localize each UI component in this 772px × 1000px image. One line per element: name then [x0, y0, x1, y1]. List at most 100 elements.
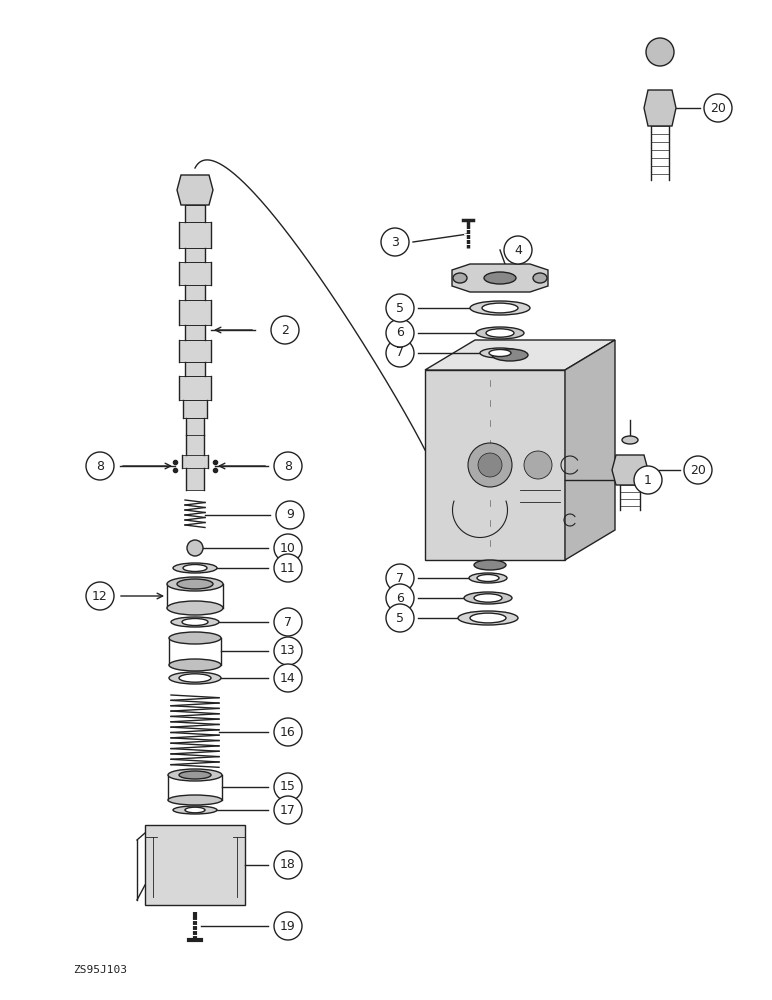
Text: 15: 15 [280, 780, 296, 794]
Ellipse shape [458, 611, 518, 625]
Text: 9: 9 [286, 508, 294, 522]
Text: 12: 12 [92, 589, 108, 602]
Ellipse shape [469, 573, 507, 583]
Text: 3: 3 [391, 235, 399, 248]
Circle shape [504, 236, 532, 264]
Ellipse shape [167, 577, 223, 591]
Text: 4: 4 [514, 243, 522, 256]
Ellipse shape [169, 659, 221, 671]
Circle shape [86, 582, 114, 610]
Text: 1: 1 [644, 474, 652, 487]
Ellipse shape [177, 579, 213, 589]
Text: 8: 8 [96, 460, 104, 473]
Circle shape [274, 796, 302, 824]
Text: 14: 14 [280, 672, 296, 684]
Circle shape [271, 316, 299, 344]
Text: 17: 17 [280, 804, 296, 816]
Ellipse shape [179, 771, 211, 779]
Ellipse shape [470, 301, 530, 315]
Text: 19: 19 [280, 920, 296, 932]
Bar [145, 825, 245, 905]
Bar [179, 340, 211, 362]
Circle shape [704, 94, 732, 122]
Circle shape [381, 228, 409, 256]
Circle shape [478, 453, 502, 477]
Circle shape [274, 534, 302, 562]
Polygon shape [565, 340, 615, 560]
Text: 13: 13 [280, 645, 296, 658]
Bar [185, 285, 205, 300]
Polygon shape [452, 264, 548, 292]
Circle shape [86, 452, 114, 480]
Ellipse shape [480, 348, 520, 358]
Text: 16: 16 [280, 726, 296, 738]
Ellipse shape [492, 349, 528, 361]
Circle shape [274, 554, 302, 582]
Text: 20: 20 [710, 102, 726, 114]
Bar [182, 455, 208, 468]
Bar [185, 362, 205, 376]
Text: 8: 8 [284, 460, 292, 473]
Circle shape [634, 466, 662, 494]
Text: 10: 10 [280, 542, 296, 554]
Ellipse shape [167, 601, 223, 615]
Circle shape [274, 452, 302, 480]
Text: 7: 7 [284, 615, 292, 629]
Circle shape [386, 339, 414, 367]
Circle shape [274, 912, 302, 940]
Polygon shape [177, 175, 213, 205]
Bar [179, 222, 211, 248]
Text: 2: 2 [281, 324, 289, 336]
Ellipse shape [179, 674, 211, 682]
Text: 6: 6 [396, 326, 404, 340]
Circle shape [524, 451, 552, 479]
Text: 5: 5 [396, 611, 404, 624]
Circle shape [468, 443, 512, 487]
Ellipse shape [489, 350, 511, 357]
Ellipse shape [453, 273, 467, 283]
Circle shape [274, 718, 302, 746]
Ellipse shape [476, 327, 524, 339]
Polygon shape [644, 90, 676, 126]
Bar [186, 468, 204, 490]
Bar [185, 248, 205, 262]
Circle shape [386, 564, 414, 592]
Ellipse shape [169, 672, 221, 684]
Circle shape [187, 540, 203, 556]
Ellipse shape [171, 617, 219, 627]
Ellipse shape [464, 592, 512, 604]
Ellipse shape [474, 560, 506, 570]
Circle shape [274, 637, 302, 665]
Ellipse shape [533, 273, 547, 283]
Circle shape [274, 851, 302, 879]
Ellipse shape [622, 436, 638, 444]
Circle shape [274, 773, 302, 801]
Bar [186, 435, 204, 455]
Text: 11: 11 [280, 562, 296, 574]
Ellipse shape [169, 632, 221, 644]
Bar [183, 400, 207, 418]
Polygon shape [425, 370, 565, 560]
Ellipse shape [477, 574, 499, 582]
Ellipse shape [482, 303, 518, 313]
Circle shape [274, 664, 302, 692]
Ellipse shape [474, 594, 502, 602]
Ellipse shape [173, 806, 217, 814]
Circle shape [386, 294, 414, 322]
Ellipse shape [182, 618, 208, 626]
Circle shape [274, 608, 302, 636]
Bar [179, 300, 211, 325]
Bar [186, 418, 204, 435]
Bar [179, 376, 211, 400]
Bar [185, 205, 205, 222]
Text: 18: 18 [280, 858, 296, 871]
Bar [179, 262, 211, 285]
Ellipse shape [185, 807, 205, 813]
Text: 6: 6 [396, 591, 404, 604]
Circle shape [276, 501, 304, 529]
Circle shape [684, 456, 712, 484]
Circle shape [386, 604, 414, 632]
Ellipse shape [486, 329, 514, 337]
Text: 7: 7 [396, 347, 404, 360]
Ellipse shape [168, 795, 222, 805]
